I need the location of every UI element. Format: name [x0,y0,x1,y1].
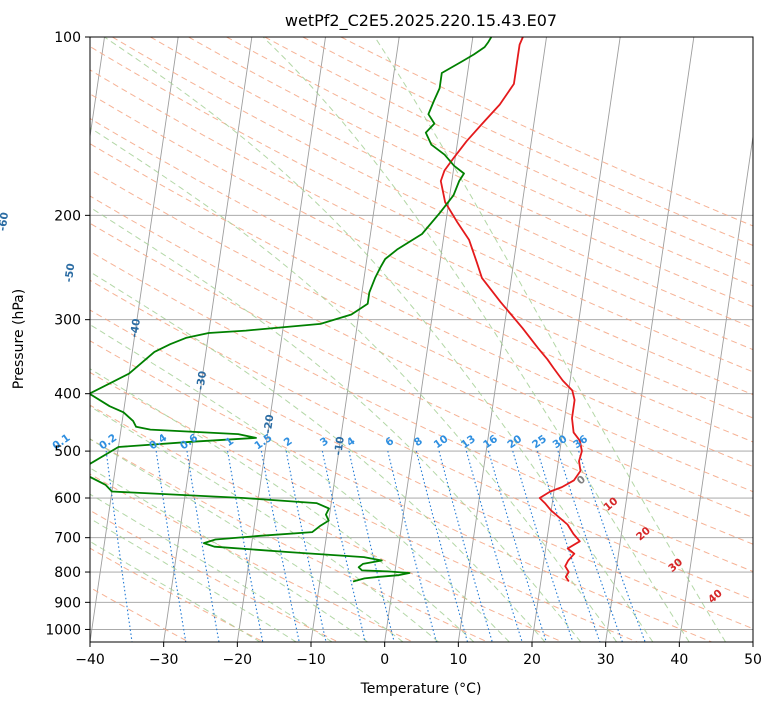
dry-adiabat-line [90,250,753,573]
mixing-ratio-line [285,450,327,642]
mixing-ratio-line [512,450,574,642]
mixing-ratio-line [487,450,547,642]
x-tick-label: 10 [449,652,467,668]
mixing-ratio-line [155,451,187,642]
isotherm-line [163,37,253,642]
x-tick-label: 40 [670,652,688,668]
moist-adiabat-line [90,368,475,642]
y-tick-label: 800 [54,565,81,581]
moist-adiabat-line [104,37,654,642]
dry-adiabat-line [90,93,753,419]
mixing-ratio-line [536,450,601,642]
plot-frame [89,36,754,643]
dry-adiabat-line [264,37,753,266]
dry-adiabat-line [90,509,339,642]
x-tick-label: −40 [75,652,105,668]
mixing-ratio-line [557,450,623,642]
mixing-ratio-line [105,451,133,642]
isotherm-line [605,37,695,642]
mixing-ratio-line [321,450,366,642]
isotherm-label: -40 [128,318,143,339]
isotherm-line [236,37,326,642]
y-tick-label: 700 [54,531,81,547]
background-grid [90,37,753,642]
isotherm-line [457,37,547,642]
x-axis-label: Temperature (°C) [360,681,482,697]
dry-adiabat-line [90,371,638,642]
y-axis-label: Pressure (hPa) [11,289,27,389]
y-tick-label: 900 [54,595,81,611]
x-tick-label: 20 [523,652,541,668]
x-tick-label: −10 [296,652,326,668]
dry-adiabat-line [150,37,753,329]
mixing-ratio-line [387,450,437,642]
y-tick-label: 400 [54,387,81,403]
isotherm-label: -10 [332,436,347,457]
chart-title: wetPf2_C2E5.2025.220.15.43.E07 [285,11,557,31]
isotherm-label: -30 [194,370,209,391]
y-tick-label: 200 [54,208,81,224]
isotherm-line [384,37,474,642]
moist-adiabat-line [90,517,297,642]
dry-adiabat-line [340,37,753,227]
mixing-ratio-line [415,450,469,642]
isotherm-label: -20 [262,414,277,435]
dry-adiabat-line [90,45,753,373]
dry-adiabat-line [90,404,563,642]
x-tick-label: 50 [744,652,762,668]
moist-adiabat-line [90,540,261,642]
dry-adiabat-line [188,37,753,308]
mixing-ratio-line [348,450,395,642]
y-tick-label: 1000 [45,622,81,638]
moist-adiabat-line [90,271,546,642]
x-tick-label: 0 [380,652,389,668]
x-tick-label: 30 [597,652,615,668]
x-tick-label: −20 [223,652,253,668]
x-tick-label: −30 [149,652,179,668]
profile-lines [90,37,583,583]
y-tick-label: 300 [54,313,81,329]
y-axis: 100 200 300 400 500 600 700 800 900 1000 [45,30,90,638]
moist-adiabat-line [262,37,690,642]
dewpoint-line [90,37,493,583]
mixing-ratio-line [465,450,523,642]
dry-adiabat-line [90,309,753,630]
dry-adiabat-line [90,195,753,519]
y-tick-label: 600 [54,491,81,507]
isotherm-line [90,37,179,642]
isotherm-line [531,37,621,642]
isotherm-label: -50 [63,263,78,284]
moist-adiabat-line [374,37,727,642]
isotherm-label: -60 [0,211,11,232]
moist-adiabat-line [90,438,404,642]
dry-adiabat-line [90,117,753,443]
moist-adiabat-line [90,467,368,642]
moist-adiabat-line [90,324,510,642]
mixing-ratio-line [578,450,646,642]
x-axis: −40 −30 −20 −10 0 10 20 30 40 50 [75,642,762,668]
mixing-ratio-line [438,450,493,642]
temperature-line [439,37,583,582]
y-tick-label: 100 [54,30,81,46]
dry-adiabat-line [90,279,753,601]
mixing-ratio-line [260,451,300,642]
y-tick-label: 500 [54,444,81,460]
